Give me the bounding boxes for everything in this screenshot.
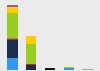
Bar [7, 38, 18, 39]
Bar [26, 36, 36, 44]
Bar [7, 5, 18, 7]
Bar [7, 39, 18, 40]
Bar [45, 68, 55, 70]
Bar [26, 44, 36, 64]
Bar [7, 40, 18, 58]
Bar [82, 69, 93, 70]
Bar [64, 67, 74, 68]
Bar [64, 68, 74, 70]
Bar [7, 7, 18, 13]
Bar [7, 13, 18, 38]
Bar [26, 65, 36, 70]
Bar [26, 64, 36, 65]
Bar [7, 58, 18, 70]
